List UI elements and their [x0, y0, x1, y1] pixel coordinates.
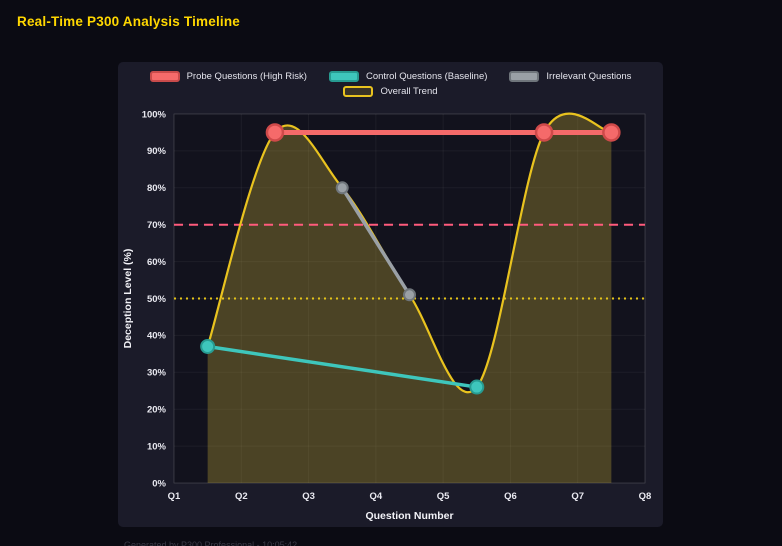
x-tick-label: Q3 [302, 491, 315, 502]
probe-legend-swatch-icon [149, 71, 180, 82]
y-tick-label: 70% [147, 220, 167, 231]
legend-item-irrelevant[interactable]: Irrelevant Questions [509, 71, 631, 82]
control-point[interactable] [469, 379, 485, 395]
y-tick-label: 10% [147, 441, 167, 452]
legend-item-control[interactable]: Control Questions (Baseline) [328, 71, 488, 82]
x-tick-label: Q5 [437, 491, 450, 502]
control-line [205, 344, 479, 389]
y-axis-title: Deception Level (%) [122, 249, 134, 349]
probe-point[interactable] [602, 123, 621, 142]
y-tick-label: 80% [147, 183, 167, 194]
irrelevant-point[interactable] [403, 288, 416, 302]
x-tick-label: Q1 [168, 491, 181, 502]
y-tick-label: 100% [142, 109, 167, 120]
y-tick-label: 20% [147, 405, 167, 416]
irrelevant-point[interactable] [335, 181, 349, 195]
x-axis-title: Question Number [365, 510, 453, 522]
page-title: Real-Time P300 Analysis Timeline [17, 14, 241, 29]
legend-label: Control Questions (Baseline) [365, 71, 488, 82]
footer-note: Generated by P300 Professional - 10:05:4… [124, 540, 298, 546]
y-tick-label: 0% [152, 478, 166, 489]
irrelevant-legend-swatch-icon [509, 71, 540, 82]
y-tick-label: 60% [147, 257, 167, 268]
chart-canvas: 0% 10% 20% 30% 40% 50% 60% 70% 80% 90% 100% Q1 Q2 Q3 Q… [122, 109, 652, 522]
legend-label: Probe Questions (High Risk) [186, 71, 307, 82]
chart-legend: Probe Questions (High Risk) Control Quest… [118, 62, 663, 97]
y-tick-label: 30% [147, 368, 167, 379]
chart-panel: Probe Questions (High Risk) Control Quest… [118, 62, 663, 527]
probe-point[interactable] [265, 123, 285, 142]
legend-item-trend[interactable]: Overall Trend [343, 86, 438, 97]
x-tick-label: Q4 [370, 491, 383, 502]
trend-legend-swatch-icon [343, 86, 374, 97]
legend-item-probe[interactable]: Probe Questions (High Risk) [149, 71, 307, 82]
control-point[interactable] [200, 338, 216, 354]
legend-label: Irrelevant Questions [546, 71, 632, 82]
x-tick-label: Q6 [504, 491, 517, 502]
x-tick-label: Q8 [639, 491, 652, 502]
irrelevant-line [340, 186, 412, 297]
control-legend-swatch-icon [328, 71, 359, 82]
x-tick-label: Q2 [235, 491, 248, 502]
probe-point[interactable] [534, 123, 554, 142]
y-tick-label: 40% [147, 331, 167, 342]
y-tick-label: 50% [147, 294, 167, 305]
y-tick-label: 90% [147, 146, 167, 157]
x-tick-label: Q7 [571, 491, 584, 502]
legend-label: Overall Trend [380, 86, 438, 97]
